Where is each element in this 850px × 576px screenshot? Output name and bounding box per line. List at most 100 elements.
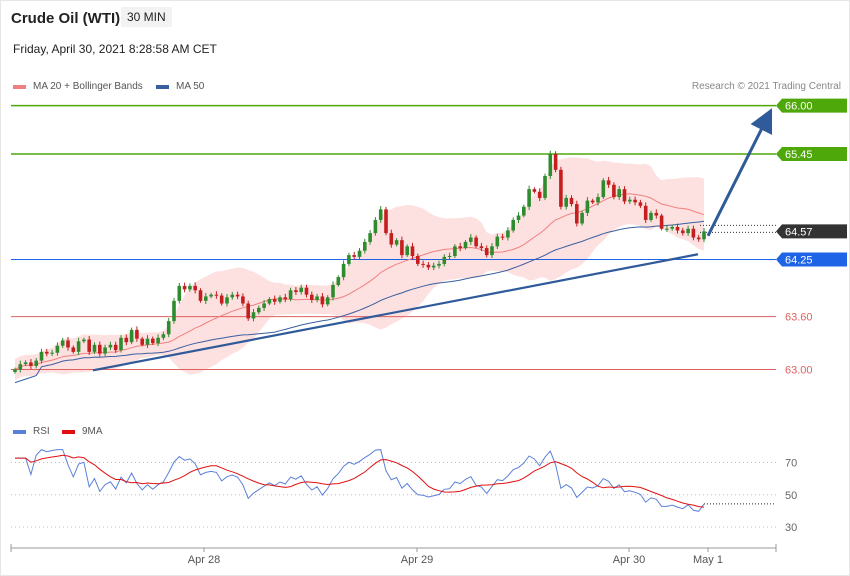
candle-body	[71, 347, 76, 352]
candle-body	[352, 255, 356, 257]
candle-body	[389, 233, 394, 245]
candle-body	[638, 202, 643, 206]
candle-body	[691, 228, 696, 238]
candle-body	[463, 241, 468, 249]
candle-body	[506, 230, 510, 238]
candle-body	[575, 204, 579, 224]
candle-body	[537, 191, 542, 198]
candle-body	[410, 246, 415, 256]
candle-body	[246, 303, 250, 319]
candle-body	[612, 184, 616, 198]
timeframe-button[interactable]: 30 MIN	[121, 7, 172, 27]
candles	[13, 150, 706, 374]
candle-body	[92, 344, 97, 352]
candle-body	[198, 290, 203, 301]
legend-ma20: MA 20 + Bollinger Bands	[13, 81, 143, 92]
candle-body	[378, 209, 383, 220]
candle-body	[368, 233, 372, 242]
candle-body	[357, 250, 362, 257]
level-label-64.57: 64.57	[785, 226, 813, 238]
ma50-swatch	[156, 84, 169, 89]
candle-body	[204, 296, 208, 301]
x-tick-label: Apr 30	[613, 554, 645, 566]
candle-body	[532, 189, 537, 192]
candle-body	[87, 339, 91, 352]
candle-body	[484, 248, 489, 256]
candle-body	[34, 360, 38, 366]
candle-body	[50, 352, 54, 354]
candle-body	[341, 263, 346, 278]
level-tag-65.45	[776, 146, 847, 161]
candle-body	[76, 341, 81, 352]
candle-body	[119, 337, 123, 351]
level-label-65.45: 65.45	[785, 149, 813, 161]
legend-ma50: MA 50	[156, 81, 204, 92]
level-tag-66.00	[776, 98, 847, 113]
legend-ma20-label: MA 20 + Bollinger Bands	[33, 81, 143, 92]
candle-body	[431, 265, 436, 268]
candle-body	[596, 197, 600, 203]
candle-body	[230, 294, 235, 298]
legend-rsi-label: RSI	[33, 426, 50, 437]
candle-body	[29, 362, 33, 366]
candle-body	[665, 228, 669, 230]
rsi-tick-50: 50	[785, 490, 797, 502]
candle-body	[310, 294, 314, 300]
candle-body	[161, 334, 166, 338]
candle-body	[702, 231, 706, 240]
candle-body	[98, 344, 102, 354]
candle-body	[13, 369, 17, 373]
candle-body	[331, 285, 335, 298]
level-tag-64.25	[776, 252, 847, 267]
candle-body	[272, 299, 277, 302]
candle-body	[437, 263, 441, 266]
candle-body	[45, 351, 49, 354]
candle-body	[622, 189, 627, 202]
trend-line	[92, 253, 699, 372]
level-label-66.00: 66.00	[785, 101, 813, 113]
projection-arrow	[706, 108, 773, 237]
candle-body	[66, 340, 70, 348]
candle-body	[288, 290, 293, 300]
candle-body	[241, 296, 245, 304]
candle-body	[145, 338, 150, 345]
candle-body	[628, 199, 632, 202]
candle-body	[453, 246, 457, 256]
candle-body	[283, 297, 288, 300]
ma20-swatch	[13, 84, 26, 89]
candle-body	[400, 240, 404, 256]
candle-body	[166, 321, 171, 335]
candle-body	[442, 256, 447, 264]
candle-body	[569, 197, 574, 205]
candle-body	[23, 362, 28, 365]
candle-body	[108, 344, 113, 348]
candle-body	[606, 180, 611, 185]
legend-9ma: 9MA	[62, 426, 103, 437]
candle-body	[458, 246, 462, 249]
candle-body	[225, 297, 229, 304]
legend-9ma-label: 9MA	[82, 426, 103, 437]
candle-body	[564, 197, 568, 207]
candle-body	[590, 200, 595, 203]
candle-body	[696, 237, 701, 240]
rsi-line	[15, 449, 705, 512]
candle-body	[209, 294, 213, 297]
candle-body	[559, 169, 563, 207]
rsi-tick-70: 70	[785, 458, 797, 470]
candle-body	[426, 264, 431, 268]
rsi-ma-line	[15, 454, 705, 508]
candle-body	[601, 180, 606, 198]
candle-body	[373, 219, 378, 234]
candle-body	[336, 277, 341, 286]
candle-body	[633, 199, 637, 203]
candle-body	[654, 212, 659, 216]
candle-body	[177, 285, 182, 301]
legend-ma50-label: MA 50	[176, 81, 205, 92]
candle-body	[251, 312, 256, 319]
ma9-swatch	[62, 429, 75, 434]
candle-body	[686, 228, 690, 234]
level-label-63.00: 63.00	[785, 364, 813, 376]
x-tick-label: Apr 28	[188, 554, 220, 566]
candle-body	[347, 255, 351, 264]
candle-body	[39, 351, 44, 361]
